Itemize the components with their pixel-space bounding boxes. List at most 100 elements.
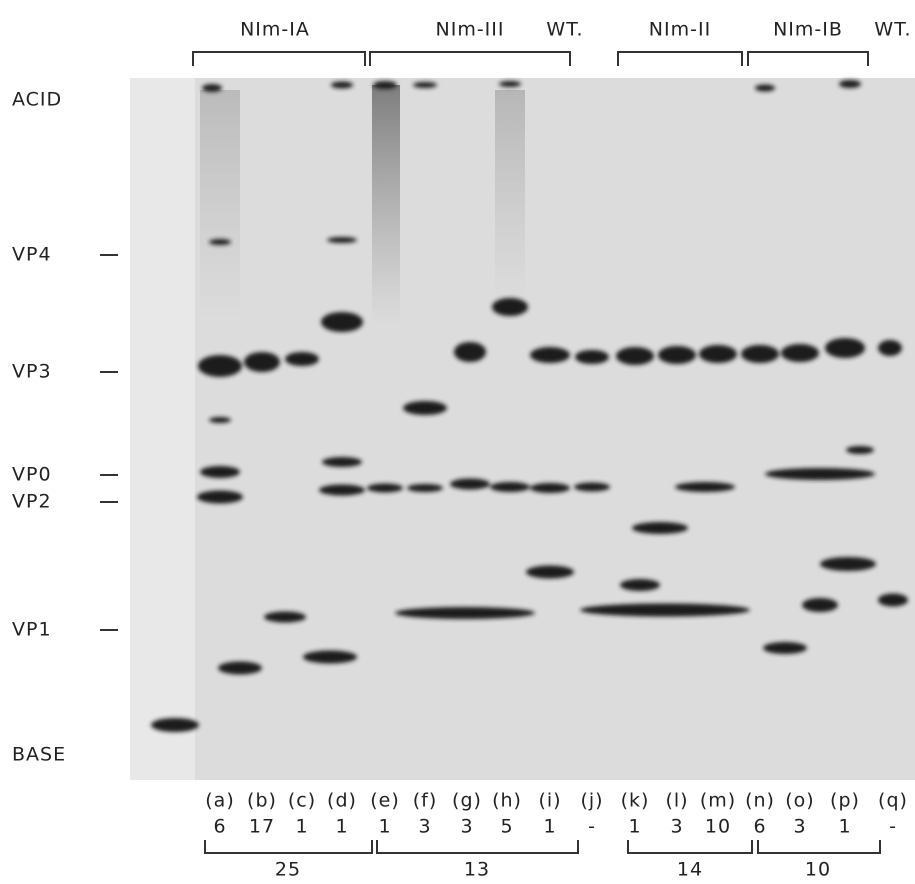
- band: [755, 84, 775, 92]
- lane-count: 1: [335, 816, 348, 838]
- group-total: 13: [464, 859, 490, 881]
- band: [218, 661, 262, 675]
- band: [580, 603, 750, 617]
- band: [632, 522, 688, 534]
- marker-label: ACID: [12, 89, 62, 111]
- band: [530, 483, 570, 493]
- group-total: 14: [677, 859, 703, 881]
- band: [327, 237, 357, 243]
- band: [303, 650, 357, 664]
- band: [492, 298, 528, 316]
- band: [321, 312, 363, 332]
- band: [825, 338, 865, 358]
- group-label: WT.: [874, 19, 911, 41]
- band: [151, 718, 199, 732]
- band: [413, 82, 437, 88]
- lane-count: 3: [793, 816, 806, 838]
- lane-label: (l): [665, 790, 688, 812]
- lane-count: 1: [295, 816, 308, 838]
- group-total: 25: [275, 859, 301, 881]
- group-label: NIm-IB: [773, 19, 843, 41]
- lane-label: (p): [830, 790, 860, 812]
- band: [575, 350, 609, 364]
- band: [878, 593, 908, 607]
- band: [802, 598, 838, 612]
- band: [454, 342, 486, 362]
- lane-count: -: [588, 816, 596, 838]
- band: [403, 401, 447, 415]
- lane-label: (o): [785, 790, 814, 812]
- band: [244, 352, 280, 372]
- band: [499, 81, 521, 87]
- lane-count: 6: [213, 816, 226, 838]
- band: [526, 565, 574, 579]
- smear: [200, 90, 240, 320]
- band: [197, 490, 243, 504]
- marker-label: VP2: [12, 491, 52, 513]
- lane-label: (q): [878, 790, 908, 812]
- band: [395, 607, 535, 619]
- lane-label: (a): [205, 790, 234, 812]
- band: [741, 345, 779, 363]
- band: [322, 457, 362, 467]
- bracket: [376, 840, 579, 854]
- bracket: [192, 51, 366, 66]
- band: [699, 345, 737, 363]
- band: [285, 352, 319, 366]
- group-label: NIm-III: [436, 19, 505, 41]
- bracket: [627, 840, 753, 854]
- band: [367, 483, 403, 493]
- bracket: [617, 51, 743, 66]
- band: [530, 347, 570, 363]
- lane-count: 1: [838, 816, 851, 838]
- band: [198, 355, 242, 377]
- lane-count: 10: [705, 816, 731, 838]
- band: [209, 417, 231, 423]
- marker-label: BASE: [12, 744, 66, 766]
- band: [846, 446, 874, 454]
- band: [781, 344, 819, 362]
- band: [373, 81, 397, 89]
- band: [616, 347, 654, 365]
- lane-count: 3: [670, 816, 683, 838]
- band: [763, 642, 807, 654]
- band: [675, 482, 735, 492]
- marker-label: VP0: [12, 464, 52, 486]
- lane-count: 1: [378, 816, 391, 838]
- band: [765, 468, 875, 480]
- lane-label: (i): [538, 790, 561, 812]
- marker-lane: [130, 78, 195, 780]
- band: [820, 557, 876, 571]
- bracket: [757, 840, 881, 854]
- bracket: [369, 51, 571, 66]
- lane-label: (d): [327, 790, 357, 812]
- lane-label: (k): [621, 790, 650, 812]
- lane-count: 3: [418, 816, 431, 838]
- lane-label: (n): [745, 790, 775, 812]
- group-total: 10: [805, 859, 831, 881]
- lane-count: 1: [543, 816, 556, 838]
- lane-label: (j): [580, 790, 603, 812]
- group-label: NIm-II: [649, 19, 711, 41]
- smear: [372, 85, 400, 325]
- lane-count: 6: [753, 816, 766, 838]
- band: [264, 611, 306, 623]
- marker-label: VP4: [12, 244, 52, 266]
- band: [490, 482, 530, 492]
- group-label: WT.: [546, 19, 583, 41]
- band: [331, 81, 353, 89]
- lane-label: (c): [288, 790, 316, 812]
- bands: [151, 80, 908, 732]
- band: [620, 579, 660, 591]
- band: [202, 84, 222, 92]
- lane-label: (b): [247, 790, 277, 812]
- band: [200, 466, 240, 478]
- lane-count: 5: [500, 816, 513, 838]
- marker-label: VP3: [12, 361, 52, 383]
- group-label: NIm-IA: [240, 19, 310, 41]
- lane-label: (e): [370, 790, 400, 812]
- band: [574, 482, 610, 492]
- band: [319, 484, 365, 496]
- bracket: [747, 51, 869, 66]
- band: [407, 484, 443, 492]
